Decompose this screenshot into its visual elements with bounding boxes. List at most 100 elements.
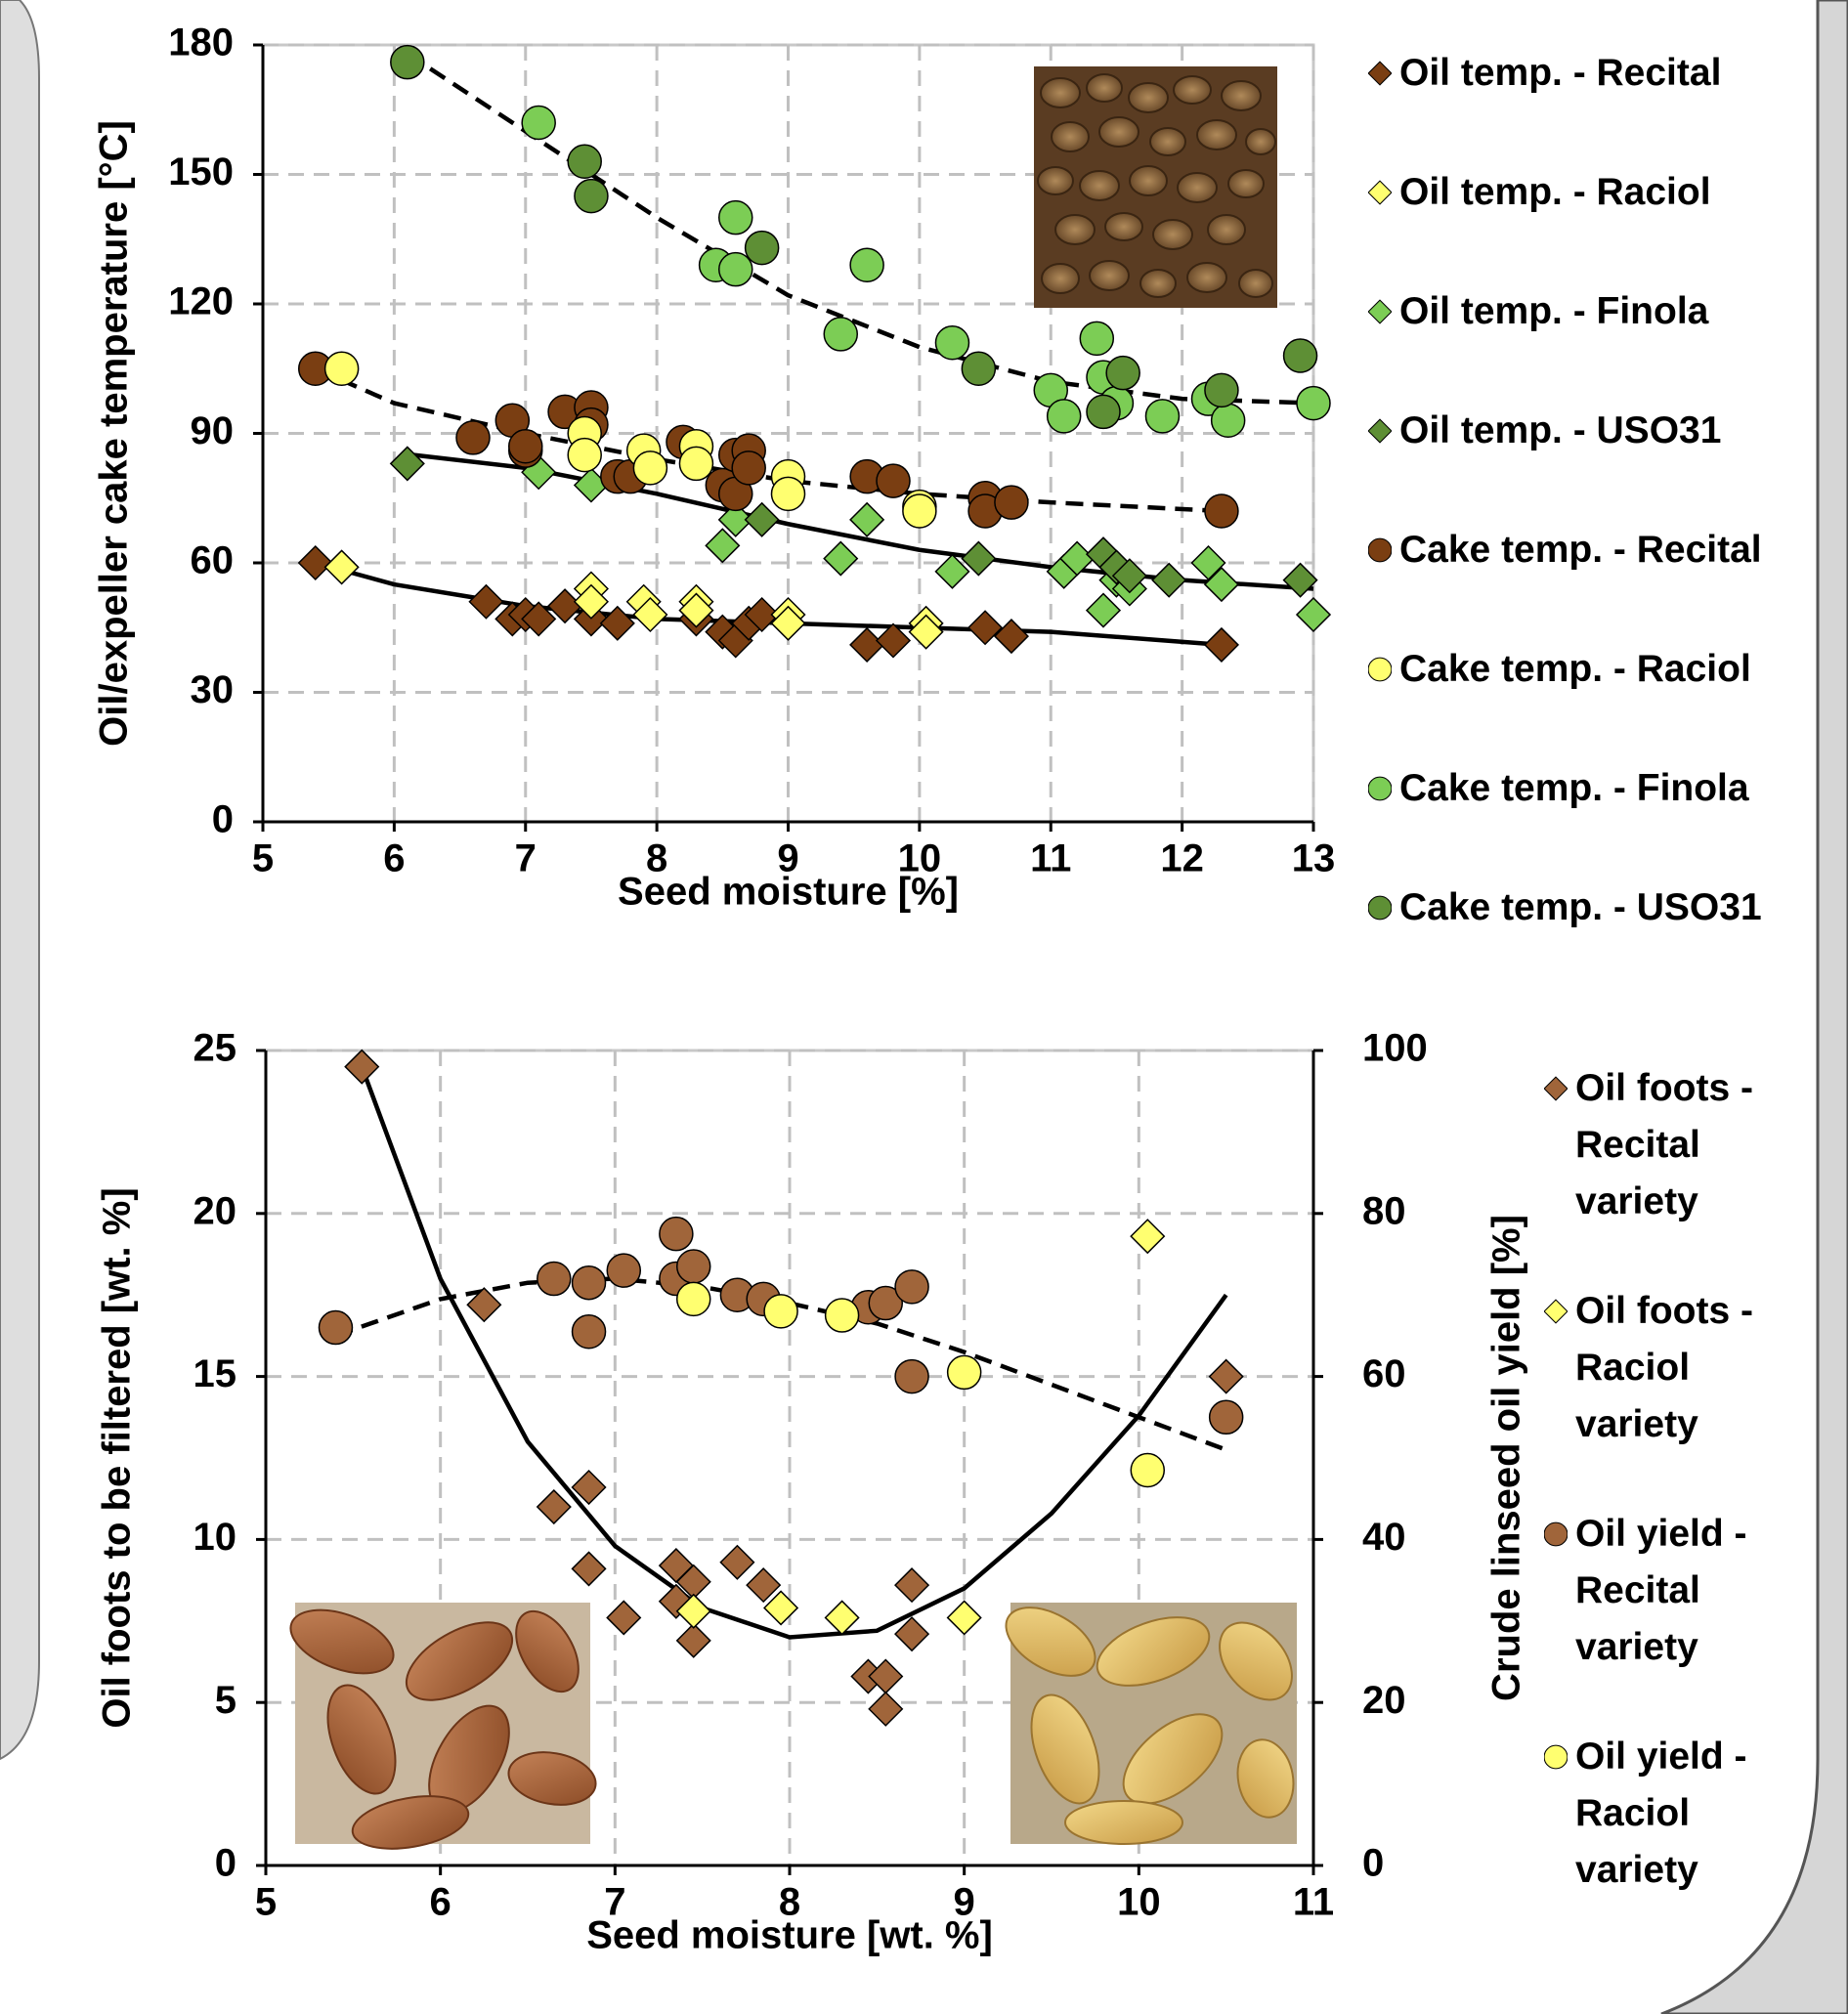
circle-marker — [850, 248, 883, 281]
y-tick-label: 180 — [168, 21, 234, 64]
circle-marker — [826, 1299, 859, 1332]
legend-marker — [1368, 403, 1392, 459]
page: 56789101112130306090120150180Seed moistu… — [0, 0, 1848, 2014]
legend-label: Oil foots - Raciol variety — [1575, 1283, 1800, 1453]
y-tick-label: 0 — [212, 798, 234, 841]
diamond-marker — [1205, 628, 1238, 662]
diamond-marker — [1368, 419, 1392, 443]
y2-tick-label: 0 — [1362, 1842, 1384, 1885]
circle-marker — [772, 477, 805, 510]
circle-marker — [509, 430, 542, 463]
circle-marker — [1048, 400, 1081, 433]
x-tick-label: 13 — [1292, 837, 1336, 880]
diamond-marker — [1368, 62, 1392, 85]
x-tick-label: 7 — [515, 837, 537, 880]
diamond-marker — [537, 1490, 571, 1523]
diamond-marker — [720, 1546, 753, 1579]
circle-marker — [568, 439, 601, 472]
circle-marker — [1210, 1400, 1243, 1434]
circle-marker — [677, 1282, 710, 1315]
circle-marker — [1368, 896, 1392, 920]
legend-entry: Oil temp. - Finola — [1368, 283, 1708, 340]
circle-marker — [935, 326, 968, 360]
legend-entry: Oil yield - Recital variety — [1544, 1506, 1800, 1676]
circle-marker — [719, 253, 752, 286]
legend-entry: Cake temp. - Raciol — [1368, 641, 1751, 698]
diamond-marker — [1368, 300, 1392, 323]
y2-tick-label: 40 — [1362, 1516, 1406, 1559]
circle-marker — [677, 1250, 710, 1283]
circle-marker — [1368, 658, 1392, 681]
legend-label: Cake temp. - USO31 — [1399, 879, 1762, 936]
diamond-marker — [1131, 1220, 1164, 1253]
legend-marker — [1544, 1506, 1568, 1563]
circle-marker — [607, 1254, 640, 1287]
circle-marker — [1212, 404, 1245, 437]
legend-entry: Oil foots - Recital variety — [1544, 1060, 1800, 1230]
frame-decoration — [0, 0, 39, 1759]
circle-marker — [1544, 1522, 1568, 1546]
diamond-marker — [746, 503, 779, 536]
diamond-marker — [895, 1568, 928, 1602]
legend-label: Oil temp. - Raciol — [1399, 164, 1711, 221]
y-tick-label: 60 — [191, 539, 235, 582]
diamond-marker — [325, 550, 359, 583]
circle-marker — [568, 145, 601, 178]
circle-marker — [732, 451, 765, 485]
diamond-marker — [469, 585, 502, 619]
x-tick-label: 11 — [1030, 837, 1071, 880]
y-axis-title: Oil foots to be filtered [wt. %] — [96, 1187, 139, 1728]
y2-axis-title: Crude linseed oil yield [%] — [1485, 1215, 1528, 1701]
x-tick-label: 6 — [430, 1881, 451, 1924]
legend-label: Oil yield - Recital variety — [1575, 1506, 1800, 1676]
diamond-marker — [299, 546, 332, 579]
circle-marker — [1544, 1745, 1568, 1769]
legend-marker — [1368, 641, 1392, 698]
circle-marker — [660, 1218, 693, 1251]
circle-marker — [903, 494, 936, 528]
legend-entry: Oil foots - Raciol variety — [1544, 1283, 1800, 1453]
x-tick-label: 12 — [1160, 837, 1204, 880]
diamond-marker — [869, 1693, 902, 1726]
circle-marker — [522, 107, 555, 140]
legend-entry: Oil yield - Raciol variety — [1544, 1729, 1800, 1899]
legend-label: Oil yield - Raciol variety — [1575, 1729, 1800, 1899]
circle-marker — [962, 352, 995, 385]
circle-marker — [1368, 777, 1392, 800]
diamond-marker — [826, 1601, 859, 1634]
x-axis-title: Seed moisture [%] — [618, 871, 959, 914]
circle-marker — [456, 421, 490, 454]
circle-marker — [1080, 321, 1113, 355]
circle-marker — [719, 201, 752, 235]
legend-marker — [1544, 1729, 1568, 1785]
diamond-marker — [895, 1617, 928, 1650]
legend-marker — [1368, 45, 1392, 102]
circle-marker — [1131, 1454, 1164, 1487]
y-tick-label: 90 — [191, 409, 235, 452]
legend-marker — [1544, 1060, 1568, 1117]
legend-entry: Oil temp. - USO31 — [1368, 403, 1721, 459]
circle-marker — [391, 46, 424, 79]
y-axis-title: Oil/expeller cake temperature [°C] — [93, 120, 136, 747]
legend-label: Cake temp. - Recital — [1399, 522, 1762, 578]
legend-marker — [1368, 522, 1392, 578]
diamond-marker — [345, 1050, 378, 1084]
x-axis-title: Seed moisture [wt. %] — [586, 1914, 993, 1957]
y2-tick-label: 20 — [1362, 1679, 1406, 1722]
legend-marker — [1368, 283, 1392, 340]
diamond-marker — [1284, 564, 1317, 597]
circle-marker — [1284, 339, 1317, 372]
y-tick-label: 5 — [215, 1679, 236, 1722]
circle-marker — [575, 180, 608, 213]
diamond-marker — [601, 607, 634, 640]
circle-marker — [325, 352, 359, 385]
y-tick-label: 10 — [193, 1516, 237, 1559]
diamond-marker — [573, 1552, 606, 1585]
y-tick-label: 150 — [168, 150, 234, 193]
circle-marker — [995, 486, 1028, 519]
x-tick-label: 11 — [1293, 1881, 1334, 1924]
seed-photo — [1034, 66, 1277, 308]
x-tick-label: 10 — [1117, 1881, 1161, 1924]
diamond-marker — [850, 628, 883, 662]
y-tick-label: 15 — [193, 1352, 237, 1395]
